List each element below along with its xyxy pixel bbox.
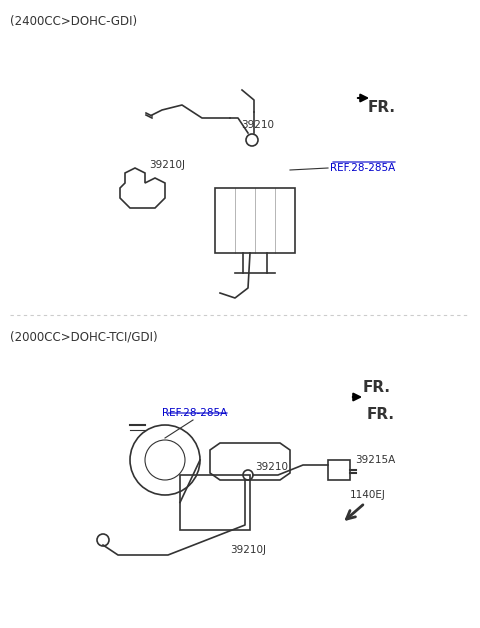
Text: 39215A: 39215A xyxy=(355,455,395,465)
Text: FR.: FR. xyxy=(363,380,391,395)
Bar xyxy=(215,188,295,253)
Text: FR.: FR. xyxy=(368,100,396,115)
Text: (2000CC>DOHC-TCI/GDI): (2000CC>DOHC-TCI/GDI) xyxy=(10,330,157,343)
Text: FR.: FR. xyxy=(367,407,395,422)
Text: REF.28-285A: REF.28-285A xyxy=(330,163,395,173)
Text: (2400CC>DOHC-GDI): (2400CC>DOHC-GDI) xyxy=(10,15,137,28)
Bar xyxy=(180,475,250,530)
Text: 1140EJ: 1140EJ xyxy=(350,490,386,500)
Text: 39210: 39210 xyxy=(255,462,288,472)
Text: REF.28-285A: REF.28-285A xyxy=(162,408,228,418)
Text: 39210: 39210 xyxy=(241,120,275,130)
Text: 39210J: 39210J xyxy=(149,160,185,170)
Text: 39210J: 39210J xyxy=(230,545,266,555)
Bar xyxy=(328,460,350,480)
